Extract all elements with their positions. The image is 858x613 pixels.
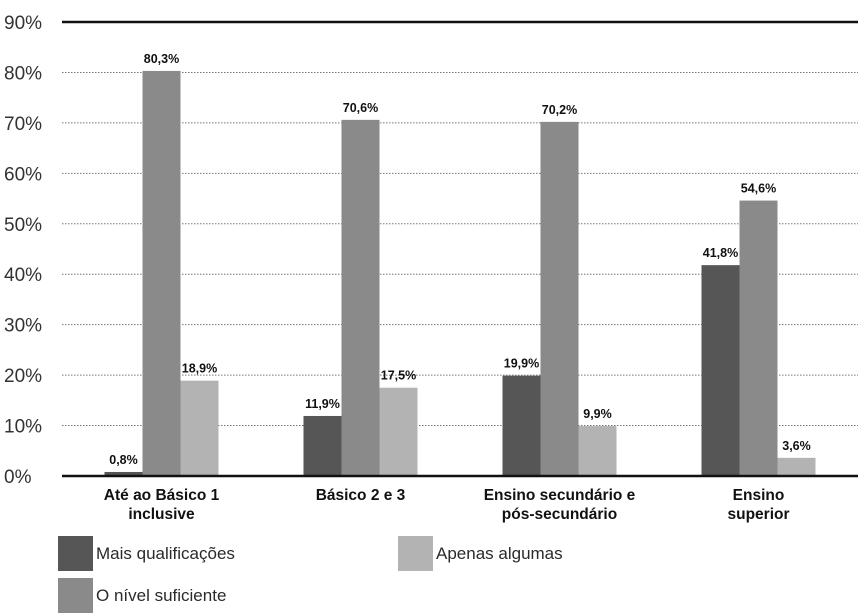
bar [341,119,380,477]
bar-chart: 0% 10% 20% 30% 40% 50% 60% 70% 80% 90% 0,8% 80,3% 18… [4,13,858,523]
bar [142,70,181,476]
data-label: 70,6% [343,101,378,115]
legend-item-o-nivel-suficiente: O nível suficiente [58,578,226,613]
data-label: 41,8% [703,246,738,260]
bar [777,457,816,476]
bar [502,375,541,476]
y-tick-label: 70% [4,114,42,135]
legend-swatch [398,536,433,571]
data-label: 3,6% [782,439,811,453]
y-tick-label: 60% [4,164,42,185]
legend-swatch [58,536,93,571]
bar [379,387,418,476]
data-label: 54,6% [741,182,776,196]
data-label: 18,9% [182,362,217,376]
bar [739,200,778,476]
y-tick-label: 80% [4,63,42,84]
data-label: 70,2% [542,103,577,117]
x-tick-label: Ensino superior [727,487,789,523]
data-label: 17,5% [381,369,416,383]
legend-item-apenas-algumas: Apenas algumas [398,536,563,571]
bar [303,415,342,476]
y-tick-label: 20% [4,366,42,387]
legend-label: Apenas algumas [436,543,563,563]
legend-swatch [58,578,93,613]
bar [540,121,579,476]
data-label: 0,8% [109,453,138,467]
y-tick-label: 40% [4,265,42,286]
data-label: 11,9% [305,397,340,411]
y-tick-label: 0% [4,467,32,488]
x-tick-label: Até ao Básico 1 inclusive [104,487,220,523]
bar [578,426,617,476]
data-label: 9,9% [583,407,612,421]
y-tick-label: 90% [4,13,42,34]
bar [701,265,740,476]
x-tick-label: Básico 2 e 3 [316,487,406,504]
bar [104,471,143,476]
y-tick-label: 30% [4,316,42,337]
y-tick-label: 50% [4,215,42,236]
data-label: 80,3% [144,52,179,66]
legend-label: Mais qualificações [96,543,235,563]
legend-label: O nível suficiente [96,585,227,605]
x-tick-label: Ensino secundário e pós-secundário [484,487,636,523]
y-tick-label: 10% [4,417,42,438]
bar [180,380,219,476]
legend-item-mais-qualificacoes: Mais qualificações [58,536,235,571]
data-label: 19,9% [504,357,539,371]
